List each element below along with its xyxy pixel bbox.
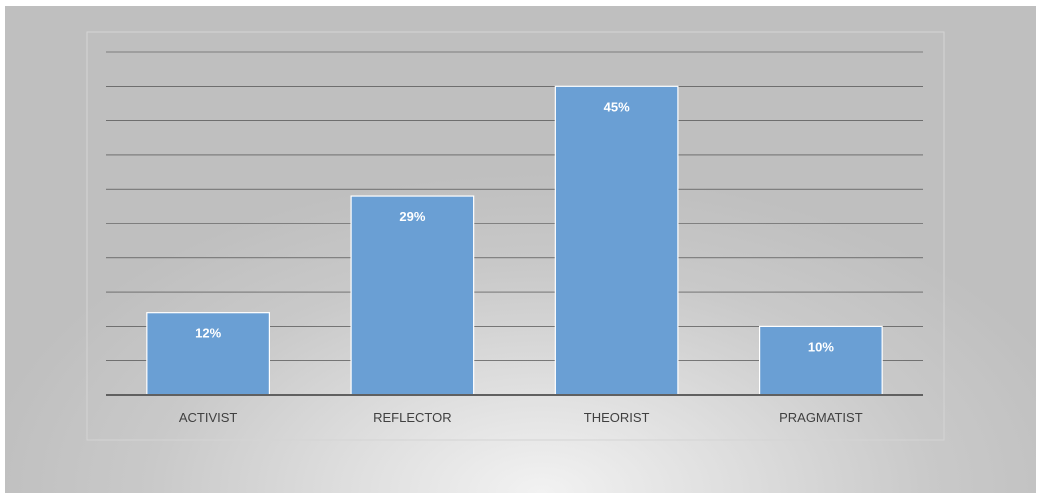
bar-pragmatist <box>758 325 883 396</box>
bars <box>146 85 883 396</box>
data-label: 29% <box>399 209 425 224</box>
bar-chart: 12% 29% 45% 10% ACTIVIST REFLECTOR THEORIST PR… <box>86 31 945 441</box>
data-label: 45% <box>604 99 630 114</box>
bar-activist <box>146 312 271 396</box>
category-label: THEORIST <box>584 410 650 425</box>
data-label: 10% <box>808 339 834 354</box>
plot-area-border <box>86 31 945 441</box>
category-labels: ACTIVIST REFLECTOR THEORIST PRAGMATIST <box>179 410 863 425</box>
chart-frame: 12% 29% 45% 10% ACTIVIST REFLECTOR THEORIST PR… <box>5 6 1036 493</box>
data-labels: 12% 29% 45% 10% <box>195 99 834 354</box>
bar-reflector <box>350 195 475 396</box>
category-label: REFLECTOR <box>373 410 452 425</box>
category-label: PRAGMATIST <box>779 410 863 425</box>
category-label: ACTIVIST <box>179 410 238 425</box>
data-label: 12% <box>195 326 221 341</box>
bar-theorist <box>554 85 679 396</box>
